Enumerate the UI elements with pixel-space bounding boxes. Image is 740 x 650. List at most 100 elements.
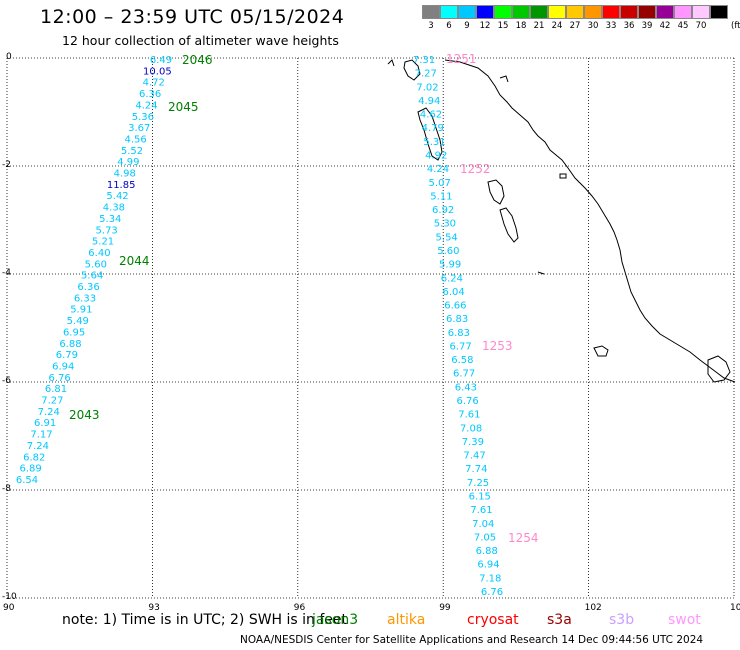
y-tick-label: -4	[2, 268, 11, 278]
simeulue-island	[403, 59, 421, 81]
legend-label: 45	[677, 21, 689, 31]
swh-reading: 7.18	[479, 573, 501, 584]
pass-labels: 2046 2045 2044 2043 1251 1252 1253 1254	[69, 52, 539, 545]
footer-credit: NOAA/NESDIS Center for Satellite Applica…	[240, 634, 704, 646]
legend-cell: 42	[656, 5, 674, 31]
legend-swatch	[692, 5, 710, 19]
satellite-name-s3a: s3a	[547, 612, 572, 628]
legend-label: 30	[587, 21, 599, 31]
pass-number-label: 2045	[168, 100, 199, 114]
legend-cell: 39	[638, 5, 656, 31]
y-tick-label: 0	[6, 52, 12, 62]
map-subtitle: 12 hour collection of altimeter wave hei…	[62, 33, 339, 48]
legend-label: 18	[515, 21, 527, 31]
legend-swatch	[620, 5, 638, 19]
nias-island	[417, 107, 443, 161]
map-title: 12:00 – 23:59 UTC 05/15/2024	[40, 6, 345, 28]
swh-reading: 3.67	[128, 123, 150, 134]
legend-label: 70	[695, 21, 707, 31]
legend-cell: 15	[494, 5, 512, 31]
y-tick-label: -2	[2, 160, 11, 170]
legend-cell: 18	[512, 5, 530, 31]
legend-label: 3	[428, 21, 434, 31]
swh-reading: 6.36	[139, 89, 161, 100]
pass-number-label: 2043	[69, 408, 100, 422]
satellite-name-swot: swot	[668, 612, 701, 628]
coast-fragment-2	[499, 75, 509, 83]
pass-number-label: 1253	[482, 339, 513, 353]
swh-reading: 6.33	[74, 293, 96, 304]
swh-reading: 4.24	[135, 100, 157, 111]
swh-reading: 4.72	[143, 78, 165, 89]
swh-reading: 7.74	[465, 464, 487, 475]
legend-cell: 70	[692, 5, 710, 31]
legend-swatch	[638, 5, 656, 19]
swh-reading: 6.49	[150, 55, 172, 66]
satellite-name-s3b: s3b	[609, 612, 635, 628]
legend-cell: 6	[440, 5, 458, 31]
swh-reading: 4.99	[117, 157, 139, 168]
x-tick-label: 96	[293, 603, 306, 613]
swh-reading: 5.73	[96, 225, 118, 236]
legend-label: 15	[497, 21, 509, 31]
pass-number-label: 2044	[119, 254, 150, 268]
swh-reading: 7.47	[463, 451, 485, 462]
swh-reading: 5.30	[434, 219, 456, 230]
swh-reading: 11.85	[107, 180, 136, 191]
swh-reading: 7.08	[460, 423, 482, 434]
legend-swatch	[422, 5, 440, 19]
y-tick-label: -10	[2, 592, 17, 602]
swh-reading: 6.66	[444, 301, 466, 312]
small-islet	[559, 173, 567, 179]
swh-reading: 6.04	[443, 287, 465, 298]
swh-reading: 5.91	[70, 305, 92, 316]
swh-reading: 5.36	[132, 112, 154, 123]
swh-reading: 7.27	[415, 69, 437, 80]
pass-number-label: 2046	[182, 53, 213, 67]
legend-unit: (ft)	[731, 21, 740, 31]
swh-reading: 6.88	[59, 339, 81, 350]
legend-cell: 21	[530, 5, 548, 31]
legend-cell: 33	[602, 5, 620, 31]
swh-reading: 6.89	[19, 464, 41, 475]
swh-reading: 7.24	[38, 407, 60, 418]
swh-reading: 6.94	[477, 560, 499, 571]
legend-swatch	[710, 5, 728, 19]
legend-swatch	[602, 5, 620, 19]
swh-reading: 7.39	[462, 437, 484, 448]
swh-reading: 6.36	[77, 282, 99, 293]
pass-number-label: 1251	[446, 52, 477, 66]
swh-reading: 6.54	[16, 475, 38, 486]
swh-reading: 6.95	[63, 327, 85, 338]
legend-label: 42	[659, 21, 671, 31]
swh-reading: 7.61	[470, 505, 492, 516]
swh-reading: 4.79	[422, 123, 444, 134]
satellite-name-jason3: jason3	[312, 612, 359, 628]
swh-reading: 10.05	[143, 66, 172, 77]
swh-reading: 7.05	[474, 532, 496, 543]
x-tick-label: 105	[730, 603, 740, 613]
swh-reading: 7.17	[30, 430, 52, 441]
swh-reading: 4.56	[125, 134, 147, 145]
legend-cell: 9	[458, 5, 476, 31]
legend-label: 21	[533, 21, 545, 31]
x-tick-label: 93	[148, 603, 160, 613]
swh-reading: 6.83	[446, 314, 468, 325]
swh-reading: 4.62	[420, 110, 442, 121]
map-grid	[6, 57, 735, 599]
legend-label: 6	[446, 21, 452, 31]
legend-cell: 12	[476, 5, 494, 31]
swh-reading: 6.76	[481, 587, 503, 598]
siberut-island	[487, 179, 505, 205]
coast-fragment	[387, 59, 395, 67]
swh-reading: 6.76	[48, 373, 70, 384]
coastline	[387, 59, 736, 383]
swh-reading: 6.79	[56, 350, 78, 361]
y-tick-label: -6	[2, 376, 11, 386]
swh-reading: 5.54	[436, 232, 458, 243]
sumatra-coast-outline	[444, 59, 736, 383]
swh-reading: 5.11	[430, 191, 452, 202]
swh-reading: 5.34	[99, 214, 121, 225]
swh-reading: 6.15	[469, 492, 491, 503]
